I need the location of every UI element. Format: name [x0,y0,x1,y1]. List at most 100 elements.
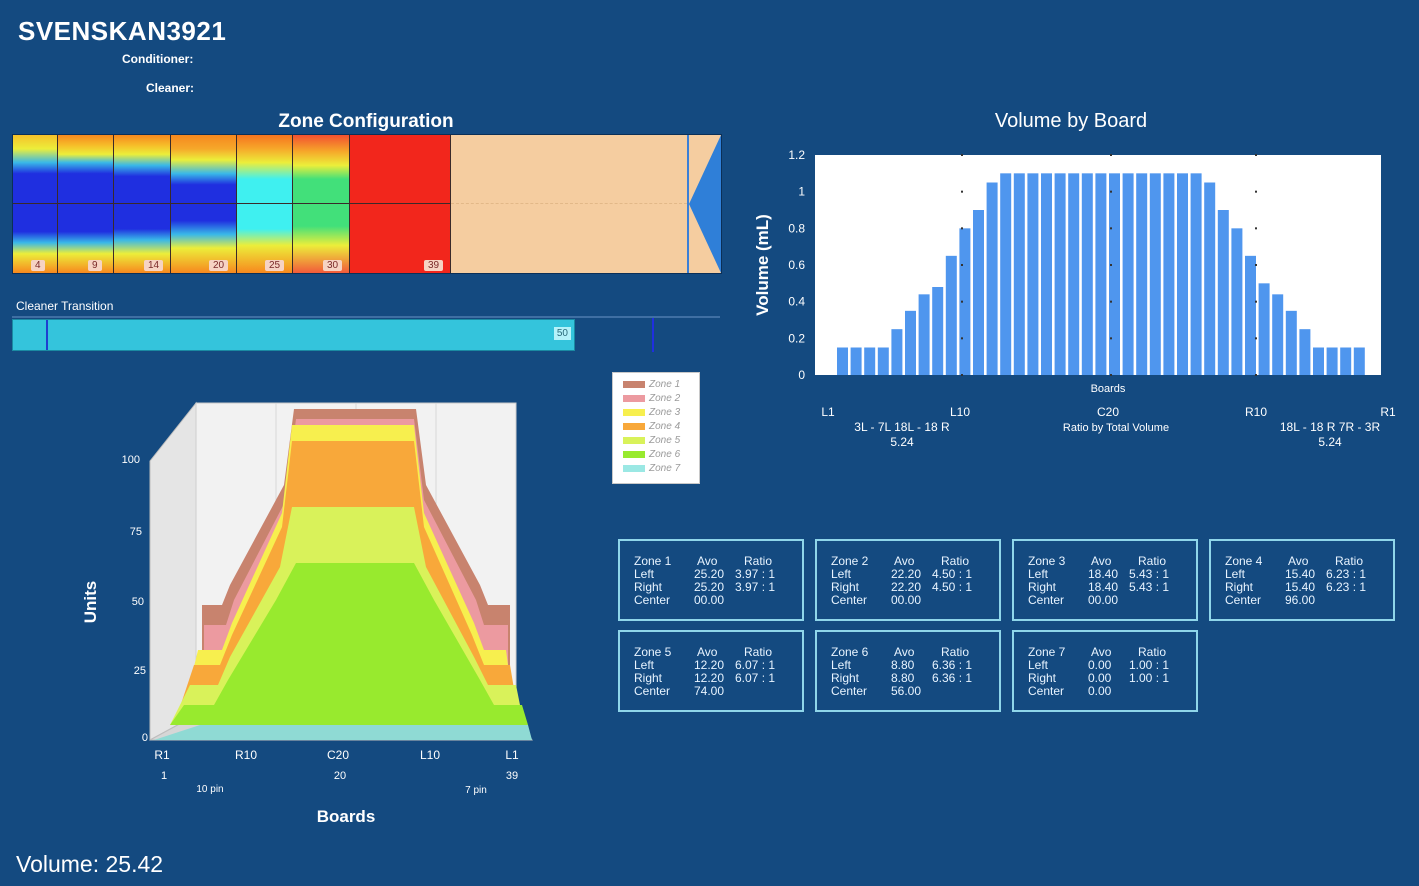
zone-card-left-ratio: 3.97 : 1 [735,567,776,581]
zone-card-center-label: Center [831,684,868,698]
zone-segment[interactable]: 39 [350,135,451,273]
legend-item: Zone 1 [623,379,680,390]
grid-dot [961,337,963,340]
zone-card-name: Zone 2 [831,554,869,568]
zone-card-left-ratio: 6.23 : 1 [1326,567,1367,581]
volume-bar [1013,173,1025,375]
zone-card-ratio: Ratio [1335,554,1364,568]
zone-segment[interactable]: 14 [114,135,171,273]
y-tick: 0 [142,732,148,744]
conditioner-label: Conditioner: [122,52,194,66]
zone-card-center-value: 00.00 [694,593,725,607]
zone-segment[interactable]: 20 [171,135,237,273]
x-marker-r10: R10 [1245,405,1267,419]
grid-dot [1110,227,1112,230]
zone-card-right-label: Right [1028,671,1057,685]
zone-card-name: Zone 4 [1225,554,1263,568]
cleaner-label: Cleaner: [146,81,195,95]
zone-segment[interactable]: 9 [58,135,114,273]
units-xlabel: Boards [317,807,376,826]
zone-board-label: 20 [209,260,229,271]
x-top-r1: R1 [154,748,170,762]
volume-bar [959,228,971,375]
zone-card: Zone 7 Avo Ratio Left 0.00 1.00 : 1 Right 0.00 1… [1012,630,1198,712]
zone-card-name: Zone 5 [634,645,672,659]
zone-segment[interactable]: 4 [13,135,58,273]
zone-card-name: Zone 1 [634,554,672,568]
zone-card-left-ratio: 4.50 : 1 [932,567,973,581]
volume-bar [986,182,998,375]
legend-item: Zone 2 [623,393,680,404]
volume-bar [1081,173,1093,375]
legend-item: Zone 5 [623,435,680,446]
zone-card-left-ratio: 1.00 : 1 [1129,658,1170,672]
zone-card-right-label: Right [1225,580,1254,594]
zone-card-right-avo: 25.20 [694,580,725,594]
zone-segment[interactable]: 25 [237,135,293,273]
units-ylabel: Units [81,581,100,624]
x-bottom-20: 20 [334,770,346,782]
y-tick: 75 [130,526,142,538]
zone-card-left-label: Left [831,658,852,672]
zone-card-name: Zone 7 [1028,645,1066,659]
zone-card-center-label: Center [634,593,671,607]
zone-card-left-avo: 8.80 [891,658,915,672]
zone-card-right-avo: 8.80 [891,671,915,685]
zone-card-left-avo: 22.20 [891,567,922,581]
volume-bar [1313,347,1324,375]
left-range-label: 3L - 7L 18L - 18 R [854,420,950,434]
volume-bar [1217,210,1229,375]
zone-card-center-value: 56.00 [891,684,922,698]
volume-bar [1245,255,1256,375]
zone-handle-line[interactable] [687,135,689,273]
grid-dot [1255,374,1257,376]
grid-dot [1255,337,1257,340]
cleaner-transition-bar[interactable]: 50 [12,319,575,351]
volume-bars [837,173,1365,375]
zone-card-center-label: Center [634,684,671,698]
legend-item: Zone 7 [623,463,680,474]
zone-handle-icon[interactable] [689,135,721,273]
volume-bar [1326,347,1338,375]
transition-marker[interactable] [652,318,654,352]
zone-board-label: 4 [31,260,45,271]
center-line [13,203,451,204]
volume-xlabel: Boards [1091,383,1126,395]
volume-bar [1258,283,1270,375]
grid-dot [1255,227,1257,230]
surface-chart-svg: 100 75 50 25 0 Units R1 R10 C20 L10 L1 1… [81,401,533,826]
zone-card-right-avo: 0.00 [1088,671,1112,685]
zone-card-right-ratio: 4.50 : 1 [932,580,973,594]
zone-card-center-value: 0.00 [1088,684,1112,698]
volume-bar [1000,173,1012,375]
zone-board-label: 30 [323,260,343,271]
y-tick: 100 [122,454,140,466]
grid-dot [1255,264,1257,266]
zone-card-center-label: Center [1028,684,1065,698]
zone-card-avo: Avo [894,554,915,568]
zone-config-strip[interactable]: 4 9 14 20 25 30 39 [12,134,722,274]
zone-card-avo: Avo [697,554,718,568]
volume-bar [850,347,862,375]
zone-card-left-avo: 0.00 [1088,658,1112,672]
zone-segment[interactable]: 30 [293,135,350,273]
zone-empty-area[interactable] [451,135,688,273]
volume-bar [1177,173,1188,375]
right-ratio-label: 5.24 [1318,435,1342,449]
zone-card-right-avo: 15.40 [1285,580,1316,594]
zone-card-left-avo: 15.40 [1285,567,1316,581]
grid-dot [961,154,963,156]
units-surface-chart: 100 75 50 25 0 Units R1 R10 C20 L10 L1 1… [70,395,550,840]
volume-bar [1109,173,1120,375]
zone-card-right-avo: 22.20 [891,580,922,594]
zone-board-label: 39 [424,260,444,271]
volume-bar [837,347,848,375]
zone-legend: Zone 1 Zone 2 Zone 3 Zone 4 Zone 5 Zone … [612,372,700,484]
x-marker-l10: L10 [950,405,970,419]
zone-card: Zone 2 Avo Ratio Left 22.20 4.50 : 1 Right 22.2… [815,539,1001,621]
y-tick-label: 0.2 [788,331,805,345]
transition-slider-handle[interactable] [46,320,48,350]
zone-card-right-avo: 18.40 [1088,580,1119,594]
y-tick: 25 [134,665,146,677]
grid-dot [961,264,963,266]
